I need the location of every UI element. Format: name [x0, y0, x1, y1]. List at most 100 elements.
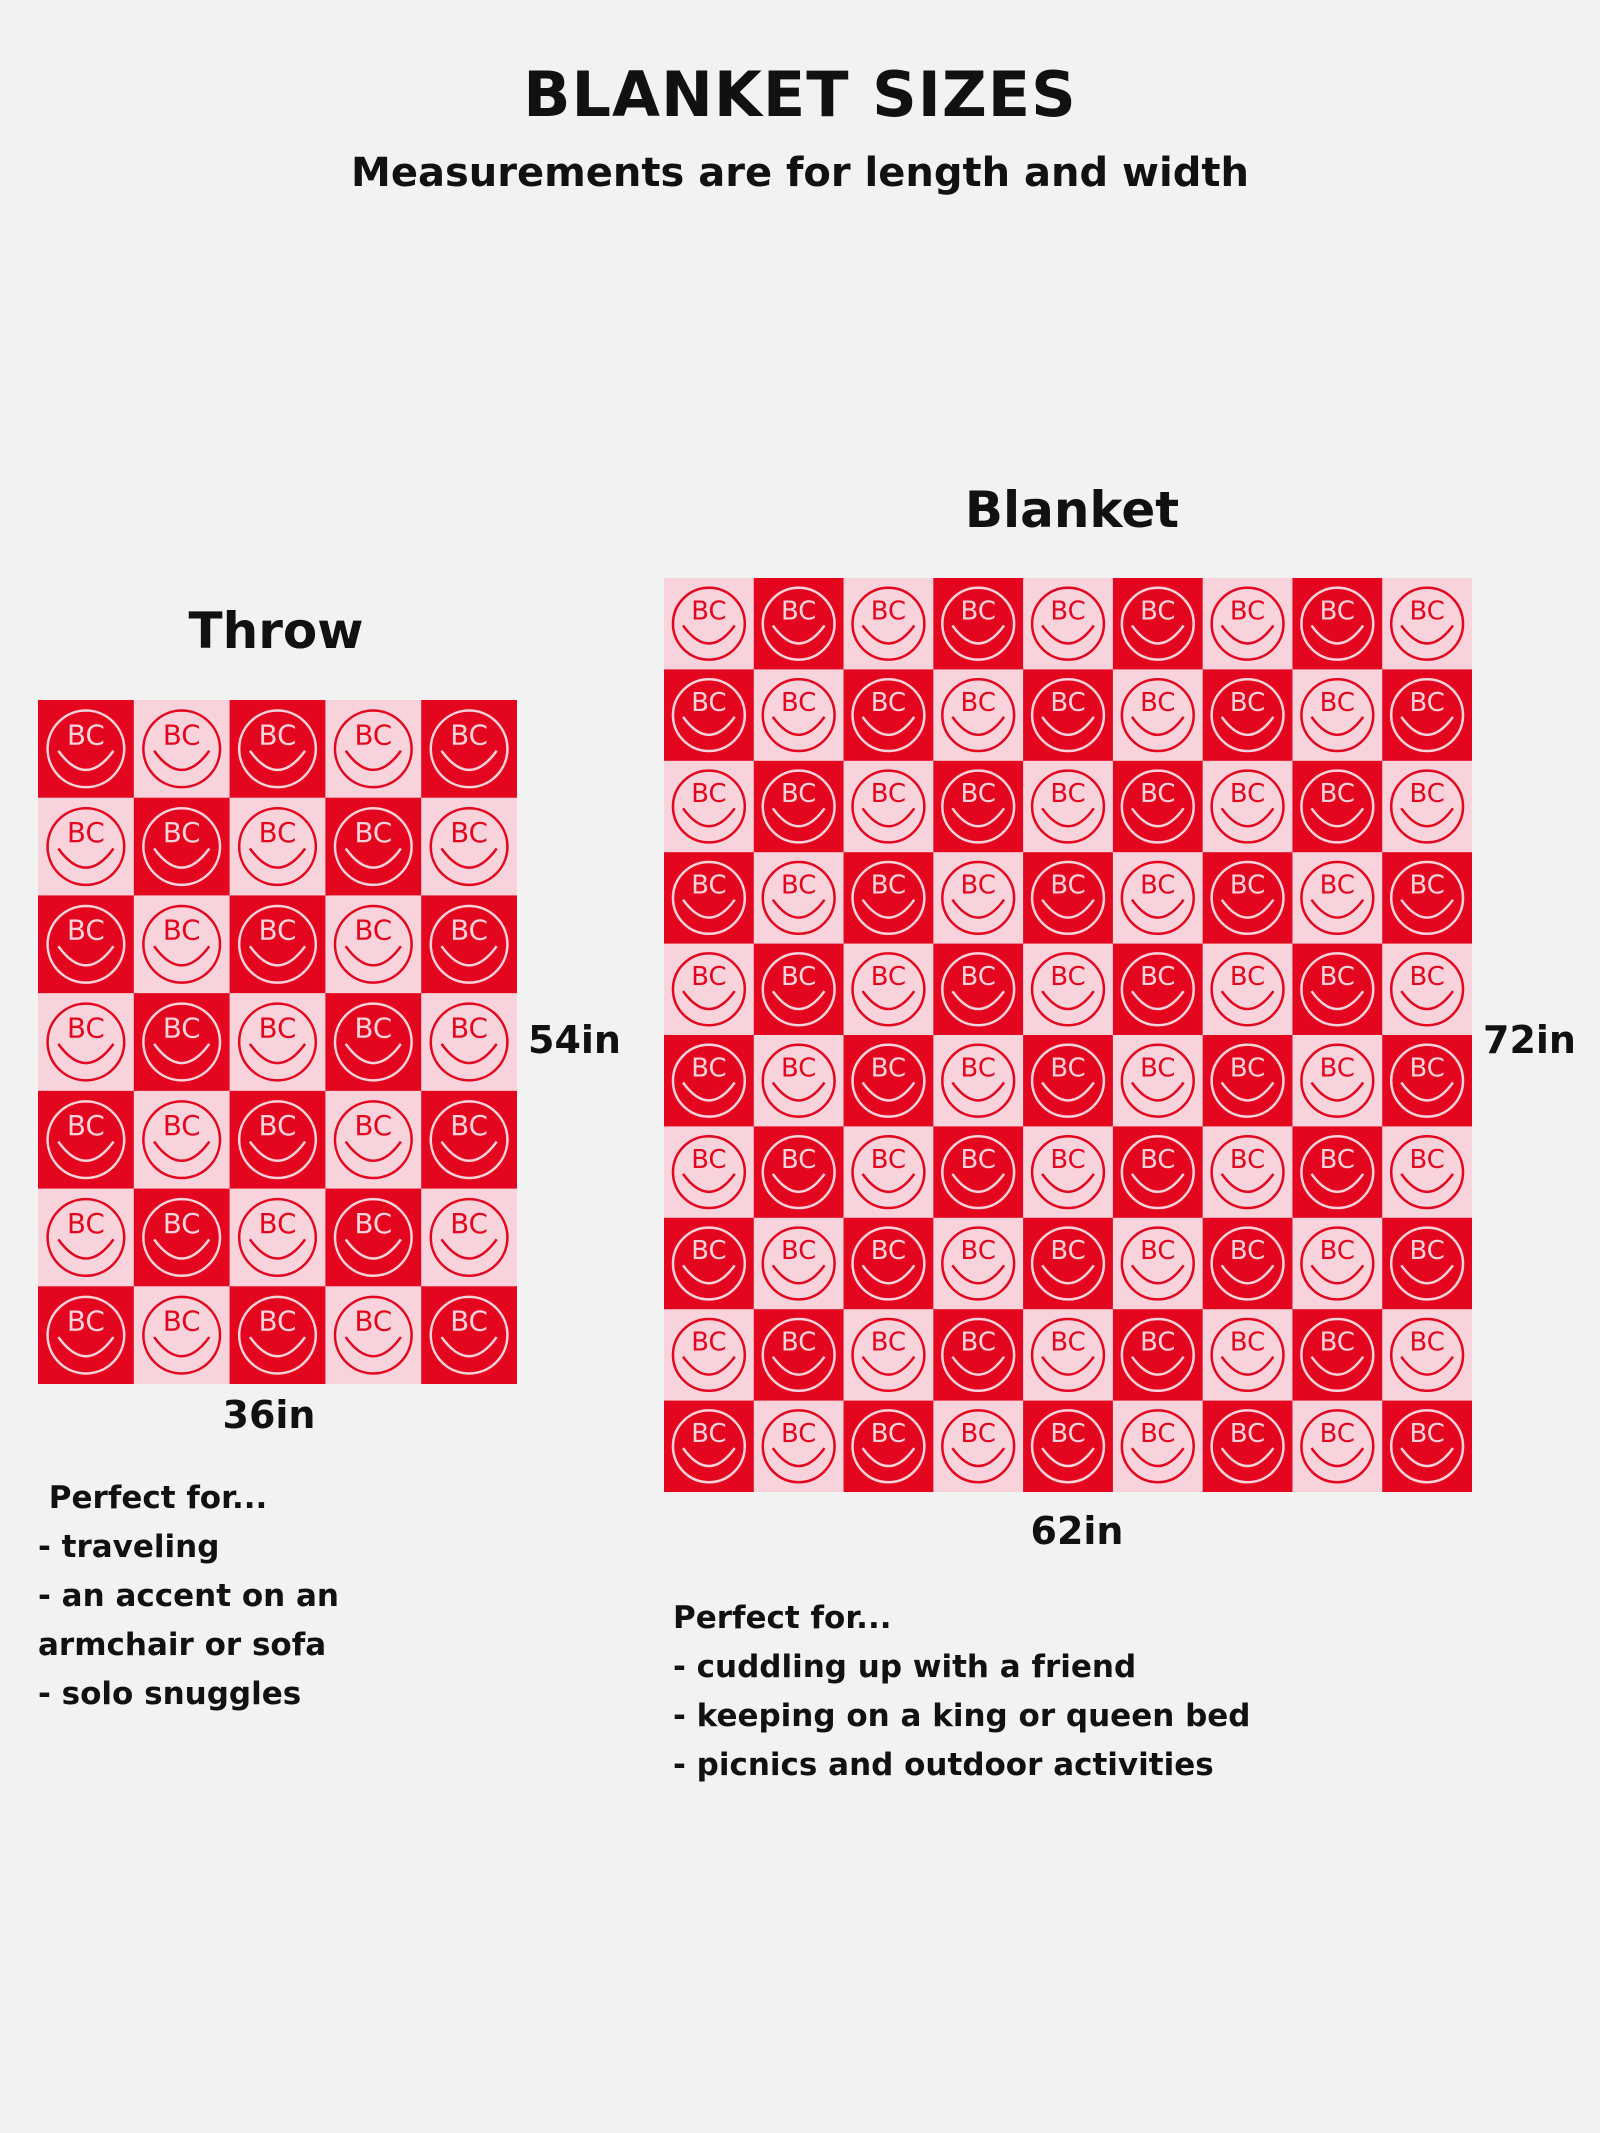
smiley-face-icon	[1210, 769, 1285, 844]
throw-uses-heading: Perfect for...	[38, 1480, 268, 1516]
page-title: BLANKET SIZES	[523, 58, 1077, 131]
smiley-tile: BC	[1023, 669, 1114, 762]
smiley-face-icon	[237, 709, 318, 789]
tile-logo-text: BC	[1050, 1328, 1085, 1358]
smiley-face-icon	[429, 1295, 509, 1375]
smiley-tile: BC	[1382, 1400, 1472, 1492]
smiley-face-icon	[671, 860, 747, 936]
tile-logo-text: BC	[450, 914, 488, 947]
smiley-face-icon	[761, 1043, 836, 1118]
smiley-face-icon	[1120, 586, 1195, 661]
smiley-tile: BC	[1112, 1035, 1204, 1127]
smiley-tile: BC	[843, 1400, 934, 1492]
smiley-face-icon	[1389, 860, 1465, 936]
smiley-tile: BC	[38, 895, 135, 994]
tile-logo-text: BC	[259, 1109, 297, 1142]
smiley-face-icon	[142, 1002, 222, 1082]
smiley-face-icon	[941, 1317, 1016, 1393]
smiley-face-icon	[941, 860, 1016, 936]
smiley-face-icon	[1120, 677, 1195, 753]
tile-logo-text: BC	[691, 962, 726, 992]
smiley-tile: BC	[325, 993, 422, 1092]
smiley-tile: BC	[933, 1309, 1024, 1402]
smiley-face-icon	[333, 1295, 413, 1375]
smiley-tile: BC	[133, 895, 231, 994]
smiley-face-icon	[1030, 1409, 1106, 1484]
tile-logo-text: BC	[781, 779, 816, 809]
tile-logo-text: BC	[691, 871, 726, 901]
blanket-title: Blanket	[964, 481, 1180, 539]
smiley-tile: BC	[1292, 1309, 1383, 1402]
smiley-tile: BC	[1023, 1217, 1114, 1310]
tile-logo-text: BC	[1050, 1419, 1085, 1449]
smiley-face-icon	[1300, 677, 1375, 753]
smiley-tile: BC	[843, 1126, 934, 1219]
smiley-face-icon	[333, 1100, 413, 1180]
smiley-tile: BC	[753, 1400, 845, 1492]
tile-logo-text: BC	[354, 816, 392, 849]
smiley-face-icon	[46, 1295, 126, 1375]
tile-logo-text: BC	[259, 816, 297, 849]
smiley-tile: BC	[933, 1126, 1024, 1219]
tile-logo-text: BC	[163, 1207, 201, 1240]
tile-logo-text: BC	[1320, 779, 1355, 809]
tile-logo-text: BC	[1140, 962, 1175, 992]
tile-logo-text: BC	[691, 779, 726, 809]
tile-logo-text: BC	[450, 1109, 488, 1142]
smiley-face-icon	[671, 1134, 747, 1210]
smiley-face-icon	[1120, 952, 1195, 1027]
smiley-tile: BC	[325, 700, 422, 799]
tile-logo-text: BC	[259, 914, 297, 947]
tile-logo-text: BC	[871, 688, 906, 718]
tile-logo-text: BC	[1050, 1053, 1085, 1083]
throw-length: 54in	[528, 1018, 621, 1062]
smiley-face-icon	[46, 709, 126, 789]
blanket-uses-heading: Perfect for...	[673, 1600, 892, 1636]
smiley-tile: BC	[1112, 578, 1204, 670]
tile-logo-text: BC	[1320, 688, 1355, 718]
smiley-face-icon	[142, 904, 222, 984]
smiley-tile: BC	[1292, 1126, 1383, 1219]
smiley-tile: BC	[753, 1309, 845, 1402]
smiley-tile: BC	[1202, 1217, 1293, 1310]
tile-logo-text: BC	[1140, 1145, 1175, 1175]
smiley-face-icon	[1210, 1317, 1285, 1393]
smiley-face-icon	[941, 586, 1016, 661]
tile-logo-text: BC	[1320, 871, 1355, 901]
smiley-tile: BC	[1023, 1309, 1114, 1402]
tile-logo-text: BC	[1409, 779, 1444, 809]
smiley-face-icon	[142, 1197, 222, 1277]
smiley-tile: BC	[1382, 943, 1472, 1036]
smiley-face-icon	[1120, 1043, 1195, 1118]
smiley-face-icon	[1389, 1226, 1465, 1301]
smiley-tile: BC	[1112, 1309, 1204, 1402]
smiley-tile: BC	[1382, 578, 1472, 670]
smiley-face-icon	[671, 677, 747, 753]
smiley-tile: BC	[1112, 1126, 1204, 1219]
tile-logo-text: BC	[450, 816, 488, 849]
smiley-tile: BC	[421, 700, 517, 799]
smiley-face-icon	[851, 1409, 926, 1484]
smiley-face-icon	[761, 769, 836, 844]
tile-logo-text: BC	[691, 1328, 726, 1358]
tile-logo-text: BC	[1230, 1236, 1265, 1266]
smiley-tile: BC	[753, 1217, 845, 1310]
tile-logo-text: BC	[1230, 688, 1265, 718]
tile-logo-text: BC	[1050, 779, 1085, 809]
tile-logo-text: BC	[1230, 1328, 1265, 1358]
tile-logo-text: BC	[1320, 962, 1355, 992]
smiley-tile: BC	[133, 993, 231, 1092]
smiley-tile: BC	[229, 1188, 326, 1287]
tile-logo-text: BC	[1409, 1328, 1444, 1358]
smiley-face-icon	[1030, 952, 1106, 1027]
tile-logo-text: BC	[871, 871, 906, 901]
tile-logo-text: BC	[450, 1011, 488, 1044]
tile-logo-text: BC	[259, 1011, 297, 1044]
smiley-face-icon	[429, 709, 509, 789]
tile-logo-text: BC	[691, 688, 726, 718]
smiley-face-icon	[1389, 1409, 1465, 1484]
smiley-face-icon	[429, 1002, 509, 1082]
smiley-face-icon	[237, 807, 318, 887]
smiley-face-icon	[761, 677, 836, 753]
smiley-face-icon	[1210, 1226, 1285, 1301]
